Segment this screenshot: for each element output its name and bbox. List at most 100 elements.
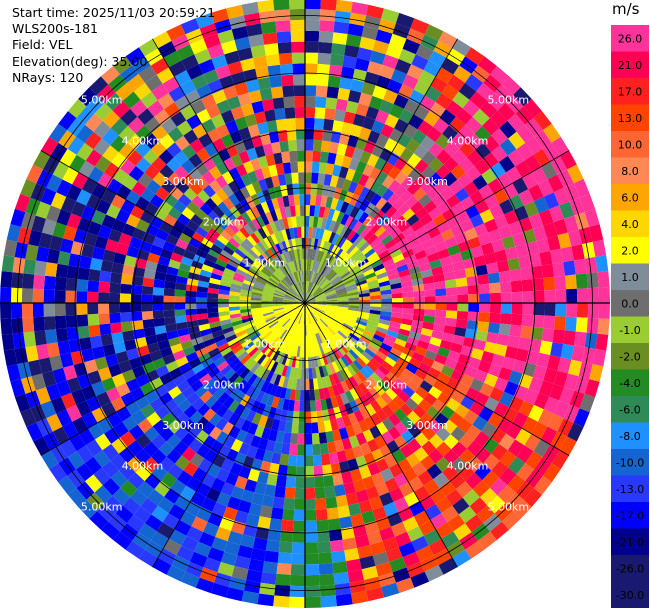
velocity-gate	[305, 161, 313, 173]
velocity-gate	[402, 291, 414, 298]
velocity-gate	[345, 492, 359, 506]
velocity-gate	[478, 283, 490, 294]
velocity-gate	[253, 364, 264, 377]
velocity-gate	[224, 50, 241, 65]
velocity-gate	[386, 440, 400, 454]
velocity-gate	[347, 23, 364, 37]
velocity-gate	[374, 435, 387, 449]
velocity-gate	[272, 324, 282, 334]
velocity-gate	[317, 541, 332, 554]
velocity-gate	[369, 387, 381, 400]
velocity-gate	[28, 229, 42, 247]
velocity-gate	[291, 311, 299, 321]
velocity-gate	[240, 292, 252, 298]
velocity-gate	[410, 325, 423, 334]
velocity-gate	[479, 382, 495, 397]
velocity-gate	[262, 266, 273, 276]
velocity-gate	[294, 498, 305, 510]
velocity-gate	[174, 70, 192, 86]
velocity-gate	[421, 238, 435, 250]
velocity-gate	[354, 385, 365, 398]
velocity-gate	[380, 468, 394, 483]
velocity-gate	[291, 356, 297, 368]
velocity-gate	[516, 463, 535, 482]
velocity-gate	[547, 413, 564, 432]
velocity-gate	[227, 337, 239, 347]
velocity-gate	[228, 399, 240, 413]
velocity-gate	[331, 550, 346, 563]
velocity-gate	[290, 345, 296, 357]
velocity-gate	[434, 241, 448, 253]
velocity-gate	[281, 318, 291, 328]
velocity-gate	[262, 311, 274, 317]
velocity-gate	[285, 476, 296, 488]
colorbar-bin	[611, 502, 649, 529]
velocity-gate	[125, 540, 145, 559]
velocity-gate	[506, 166, 522, 184]
velocity-gate	[419, 213, 433, 226]
velocity-gate	[323, 118, 334, 131]
velocity-gate	[338, 328, 350, 338]
velocity-gate	[499, 120, 517, 139]
velocity-gate	[199, 269, 212, 278]
velocity-gate	[191, 362, 205, 375]
velocity-gate	[245, 208, 256, 221]
velocity-gate	[174, 135, 190, 151]
velocity-gate	[319, 354, 326, 367]
velocity-gate	[329, 323, 339, 333]
velocity-gate	[450, 342, 463, 354]
velocity-gate	[344, 215, 354, 228]
velocity-gate	[366, 233, 378, 245]
velocity-gate	[152, 557, 172, 575]
velocity-gate	[332, 319, 343, 327]
velocity-gate	[203, 408, 216, 422]
velocity-gate	[319, 331, 327, 342]
velocity-gate	[221, 184, 234, 198]
velocity-gate	[163, 288, 175, 297]
velocity-gate	[451, 149, 467, 165]
velocity-gate	[78, 428, 95, 446]
velocity-gate	[466, 320, 479, 331]
velocity-gate	[234, 475, 248, 490]
velocity-gate	[394, 338, 407, 348]
velocity-gate	[597, 271, 610, 288]
velocity-gate	[428, 448, 444, 464]
velocity-gate	[346, 314, 358, 320]
velocity-gate	[589, 224, 604, 242]
velocity-gate	[399, 352, 412, 363]
velocity-gate	[122, 415, 138, 432]
velocity-gate	[191, 397, 205, 411]
velocity-gate	[233, 189, 246, 203]
velocity-gate	[220, 276, 233, 284]
velocity-gate	[285, 275, 294, 286]
velocity-gate	[31, 215, 46, 233]
velocity-gate	[363, 452, 376, 466]
velocity-gate	[455, 318, 468, 329]
velocity-gate	[356, 282, 369, 289]
velocity-gate	[524, 433, 541, 452]
velocity-gate	[299, 324, 303, 336]
velocity-gate	[228, 295, 240, 300]
velocity-gate	[432, 193, 446, 207]
velocity-gate	[315, 304, 327, 308]
velocity-gate	[216, 218, 228, 231]
velocity-gate	[523, 488, 542, 508]
velocity-gate	[325, 230, 333, 242]
velocity-gate	[198, 243, 211, 254]
velocity-gate	[120, 480, 138, 498]
velocity-gate	[474, 223, 488, 237]
velocity-gate	[262, 293, 273, 298]
velocity-gate	[272, 97, 285, 110]
velocity-gate	[447, 244, 461, 256]
velocity-gate	[125, 378, 140, 392]
velocity-gate	[428, 50, 447, 68]
velocity-gate	[410, 219, 424, 232]
velocity-gate	[287, 289, 297, 297]
velocity-gate	[210, 325, 223, 334]
velocity-gate	[336, 309, 348, 315]
velocity-gate	[226, 496, 241, 511]
velocity-gate	[60, 196, 77, 214]
velocity-gate	[301, 303, 305, 314]
velocity-gate	[450, 369, 465, 383]
velocity-gate	[487, 178, 504, 195]
